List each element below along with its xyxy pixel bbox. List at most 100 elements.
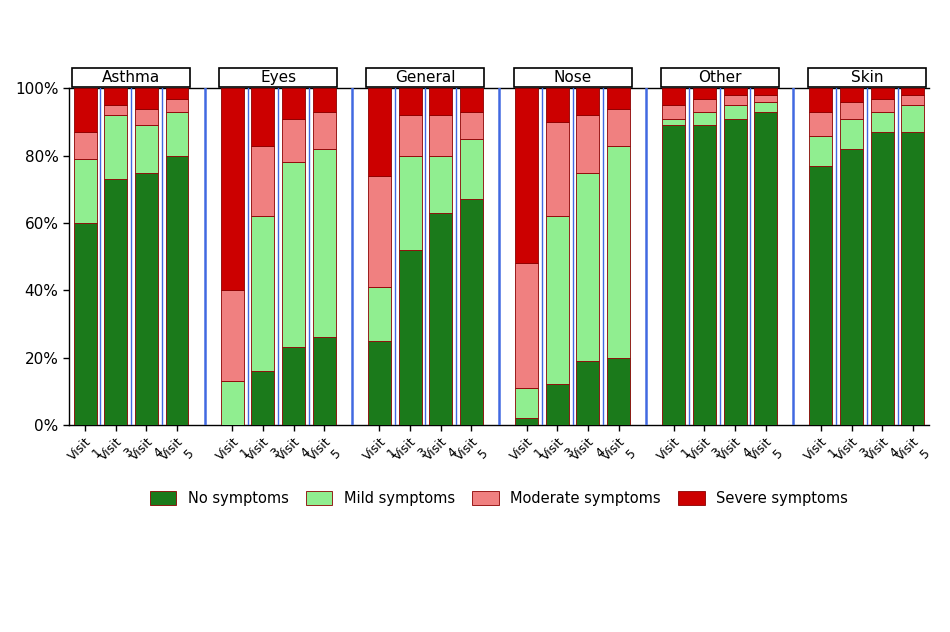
Bar (808, 68, 926, 87)
Bar (460, 200, 483, 425)
Bar (607, 358, 630, 425)
Bar (577, 116, 599, 173)
Bar (662, 106, 685, 119)
Bar (724, 95, 747, 106)
Text: Skin: Skin (850, 70, 884, 85)
Bar (460, 112, 483, 139)
Bar (460, 88, 483, 112)
Bar (135, 88, 158, 109)
Bar (252, 216, 275, 371)
Bar (724, 119, 747, 425)
Bar (72, 68, 190, 87)
Bar (809, 135, 832, 166)
Bar (282, 162, 305, 348)
Bar (840, 102, 863, 119)
Bar (104, 179, 127, 425)
Bar (809, 88, 832, 112)
Bar (368, 341, 390, 425)
Text: Other: Other (698, 70, 741, 85)
Bar (252, 145, 275, 216)
Bar (429, 116, 452, 155)
Bar (871, 99, 894, 112)
Bar (724, 106, 747, 119)
Bar (135, 109, 158, 125)
Bar (545, 384, 569, 425)
Bar (607, 145, 630, 358)
Bar (429, 213, 452, 425)
Bar (282, 348, 305, 425)
Bar (724, 88, 747, 95)
Bar (220, 290, 244, 381)
Bar (165, 99, 188, 112)
Bar (809, 166, 832, 425)
Bar (135, 173, 158, 425)
Bar (871, 88, 894, 99)
Bar (104, 88, 127, 106)
Bar (460, 139, 483, 200)
Bar (429, 88, 452, 116)
Text: Asthma: Asthma (102, 70, 161, 85)
Bar (871, 132, 894, 425)
Bar (662, 88, 685, 106)
Bar (545, 122, 569, 216)
Bar (662, 125, 685, 425)
Bar (135, 125, 158, 173)
Text: Nose: Nose (554, 70, 592, 85)
Bar (165, 112, 188, 155)
Bar (693, 88, 716, 99)
Bar (693, 99, 716, 112)
Bar (871, 112, 894, 132)
Bar (313, 88, 335, 112)
Bar (693, 125, 716, 425)
Bar (754, 88, 777, 95)
Bar (662, 119, 685, 125)
Bar (754, 112, 777, 425)
Bar (399, 250, 422, 425)
Bar (902, 88, 924, 95)
Bar (515, 264, 538, 388)
Bar (220, 381, 244, 425)
Bar (660, 68, 779, 87)
Bar (73, 223, 97, 425)
Bar (165, 155, 188, 425)
Bar (220, 88, 244, 290)
Text: Eyes: Eyes (260, 70, 296, 85)
Bar (545, 88, 569, 122)
Bar (545, 216, 569, 384)
Bar (840, 88, 863, 102)
Legend: No symptoms, Mild symptoms, Moderate symptoms, Severe symptoms: No symptoms, Mild symptoms, Moderate sym… (143, 485, 854, 512)
Bar (399, 116, 422, 155)
Bar (282, 88, 305, 119)
Bar (902, 95, 924, 106)
Bar (104, 106, 127, 116)
Bar (840, 119, 863, 149)
Bar (313, 112, 335, 149)
Bar (252, 371, 275, 425)
Bar (515, 388, 538, 418)
Bar (902, 106, 924, 132)
Bar (515, 418, 538, 425)
Bar (368, 176, 390, 287)
Bar (607, 88, 630, 109)
Bar (754, 95, 777, 102)
Bar (429, 155, 452, 213)
Bar (399, 155, 422, 250)
Bar (104, 116, 127, 179)
Bar (73, 88, 97, 132)
Bar (313, 337, 335, 425)
Bar (577, 173, 599, 361)
Bar (313, 149, 335, 337)
Bar (282, 119, 305, 162)
Bar (840, 149, 863, 425)
Bar (902, 132, 924, 425)
Bar (367, 68, 484, 87)
Bar (515, 88, 538, 264)
Bar (219, 68, 337, 87)
Bar (607, 109, 630, 145)
Bar (368, 88, 390, 176)
Bar (577, 361, 599, 425)
Bar (693, 112, 716, 125)
Bar (754, 102, 777, 112)
Bar (368, 287, 390, 341)
Bar (577, 88, 599, 116)
